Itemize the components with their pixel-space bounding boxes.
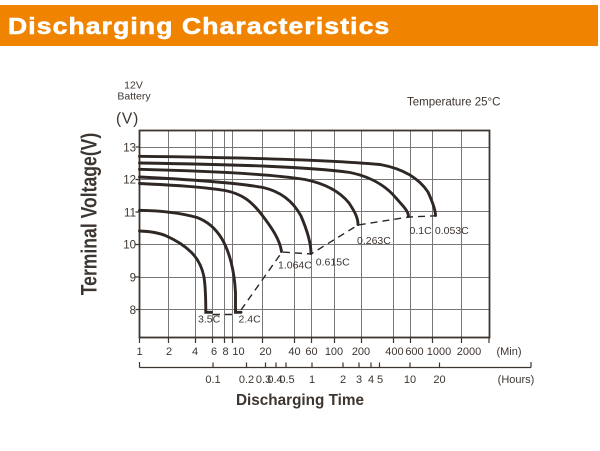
svg-text:8: 8 xyxy=(222,346,228,358)
svg-text:3: 3 xyxy=(356,374,362,386)
svg-text:10: 10 xyxy=(123,240,136,252)
svg-text:0.263C: 0.263C xyxy=(357,235,391,247)
svg-text:100: 100 xyxy=(325,346,343,358)
svg-text:(V): (V) xyxy=(116,111,139,128)
svg-text:0.1: 0.1 xyxy=(205,374,220,386)
svg-text:2.4C: 2.4C xyxy=(239,314,262,326)
svg-text:60: 60 xyxy=(305,346,317,358)
svg-text:2: 2 xyxy=(340,374,346,386)
svg-text:0.3: 0.3 xyxy=(256,374,271,386)
svg-text:20: 20 xyxy=(259,346,271,358)
svg-text:5: 5 xyxy=(377,374,383,386)
svg-text:9: 9 xyxy=(130,273,136,285)
svg-text:4: 4 xyxy=(192,346,198,358)
svg-text:Battery: Battery xyxy=(117,91,151,103)
svg-text:11: 11 xyxy=(124,208,136,220)
svg-text:1: 1 xyxy=(136,346,142,358)
svg-text:2000: 2000 xyxy=(457,346,481,358)
svg-text:8: 8 xyxy=(130,305,136,317)
svg-text:40: 40 xyxy=(288,346,300,358)
svg-text:1: 1 xyxy=(309,374,315,386)
svg-text:(Hours): (Hours) xyxy=(498,374,535,386)
svg-text:6: 6 xyxy=(211,346,217,358)
svg-text:3.5C: 3.5C xyxy=(198,314,221,326)
svg-text:Discharging Time: Discharging Time xyxy=(236,392,364,409)
svg-text:1000: 1000 xyxy=(427,346,451,358)
svg-text:400: 400 xyxy=(385,346,403,358)
svg-text:10: 10 xyxy=(404,374,416,386)
svg-text:12: 12 xyxy=(123,175,136,187)
svg-text:0.615C: 0.615C xyxy=(316,257,350,269)
svg-text:Temperature 25°C: Temperature 25°C xyxy=(407,97,500,109)
svg-text:0.2: 0.2 xyxy=(239,374,254,386)
svg-text:0.5: 0.5 xyxy=(279,374,294,386)
svg-text:Terminal Voltage(V): Terminal Voltage(V) xyxy=(78,133,102,296)
svg-text:600: 600 xyxy=(405,346,423,358)
svg-text:10: 10 xyxy=(232,346,244,358)
svg-text:13: 13 xyxy=(123,143,136,155)
svg-text:20: 20 xyxy=(433,374,445,386)
svg-text:200: 200 xyxy=(352,346,370,358)
svg-text:(Min): (Min) xyxy=(496,346,521,358)
svg-text:1.064C: 1.064C xyxy=(278,260,312,272)
svg-text:0.1C: 0.1C xyxy=(410,225,433,237)
svg-text:4: 4 xyxy=(368,374,374,386)
svg-text:12V: 12V xyxy=(124,80,143,92)
svg-text:0.053C: 0.053C xyxy=(435,225,469,237)
svg-text:2: 2 xyxy=(166,346,172,358)
svg-text:0.4: 0.4 xyxy=(267,374,282,386)
